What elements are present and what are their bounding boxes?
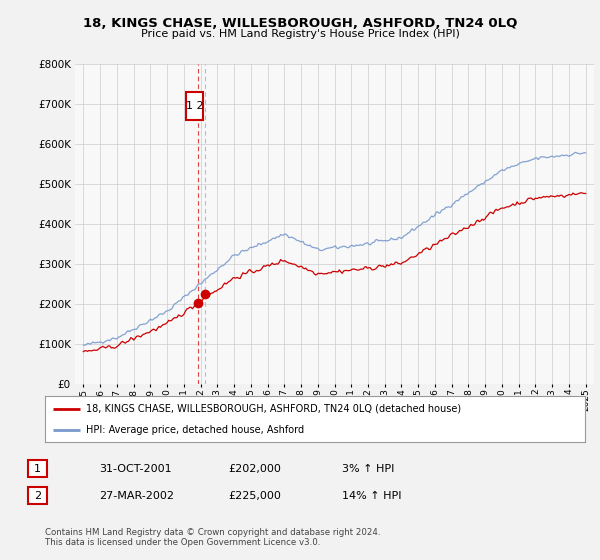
Text: 3% ↑ HPI: 3% ↑ HPI	[342, 464, 394, 474]
Text: 2: 2	[34, 491, 41, 501]
Text: 31-OCT-2001: 31-OCT-2001	[99, 464, 172, 474]
Text: Price paid vs. HM Land Registry's House Price Index (HPI): Price paid vs. HM Land Registry's House …	[140, 29, 460, 39]
Text: 27-MAR-2002: 27-MAR-2002	[99, 491, 174, 501]
Text: 14% ↑ HPI: 14% ↑ HPI	[342, 491, 401, 501]
FancyBboxPatch shape	[187, 92, 203, 120]
Text: 1 2: 1 2	[186, 101, 203, 111]
Text: £225,000: £225,000	[228, 491, 281, 501]
Text: 1: 1	[34, 464, 41, 474]
Text: 18, KINGS CHASE, WILLESBOROUGH, ASHFORD, TN24 0LQ: 18, KINGS CHASE, WILLESBOROUGH, ASHFORD,…	[83, 17, 517, 30]
Text: 18, KINGS CHASE, WILLESBOROUGH, ASHFORD, TN24 0LQ (detached house): 18, KINGS CHASE, WILLESBOROUGH, ASHFORD,…	[86, 404, 461, 414]
Text: £202,000: £202,000	[228, 464, 281, 474]
Text: Contains HM Land Registry data © Crown copyright and database right 2024.
This d: Contains HM Land Registry data © Crown c…	[45, 528, 380, 547]
Text: HPI: Average price, detached house, Ashford: HPI: Average price, detached house, Ashf…	[86, 425, 304, 435]
